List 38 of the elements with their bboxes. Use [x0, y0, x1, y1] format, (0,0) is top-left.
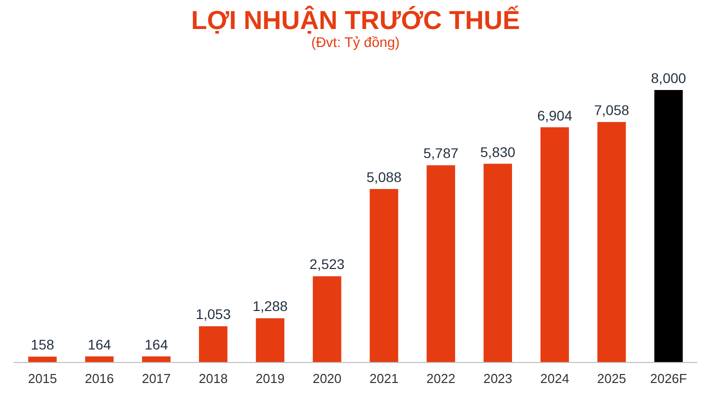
data-label: 158: [30, 336, 54, 353]
data-label: 5,830: [480, 144, 516, 160]
bar: [597, 122, 626, 362]
x-tick-label: 2024: [540, 371, 570, 386]
bar: [85, 356, 114, 362]
data-label: 1,053: [196, 306, 231, 322]
x-tick-label: 2025: [597, 371, 626, 386]
x-tick-label: 2017: [142, 371, 171, 386]
data-label: 2,523: [310, 256, 345, 272]
data-label: 8,000: [651, 70, 686, 86]
data-label: 7,058: [594, 102, 630, 118]
x-tick-label: 2015: [28, 371, 57, 386]
x-tick-label: 2022: [426, 371, 456, 386]
bar: [312, 276, 342, 362]
chart-title: LỢI NHUẬN TRƯỚC THUẾ: [191, 5, 520, 35]
data-label: 1,288: [252, 298, 288, 314]
bar: [540, 127, 569, 362]
bar: [28, 356, 57, 362]
data-label: 164: [144, 336, 168, 352]
bar: [198, 326, 228, 362]
x-tick-label: 2026F: [650, 371, 688, 386]
data-label: 6,904: [537, 107, 572, 124]
bar: [654, 90, 683, 362]
bar: [370, 189, 398, 362]
bar: [484, 164, 512, 362]
bar: [426, 165, 456, 362]
x-tick-label: 2021: [369, 371, 398, 386]
x-tick-label: 2023: [483, 371, 512, 386]
data-label: 164: [88, 336, 112, 352]
x-tick-label: 2020: [312, 371, 342, 386]
bar: [142, 356, 171, 362]
bar: [256, 318, 284, 362]
chart-subtitle: (Đvt: Tỷ đồng): [311, 34, 400, 50]
x-tick-label: 2018: [198, 371, 228, 386]
data-label: 5,088: [366, 169, 402, 186]
x-tick-label: 2016: [84, 371, 114, 386]
x-tick-label: 2019: [256, 371, 285, 386]
data-label: 5,787: [423, 145, 459, 162]
